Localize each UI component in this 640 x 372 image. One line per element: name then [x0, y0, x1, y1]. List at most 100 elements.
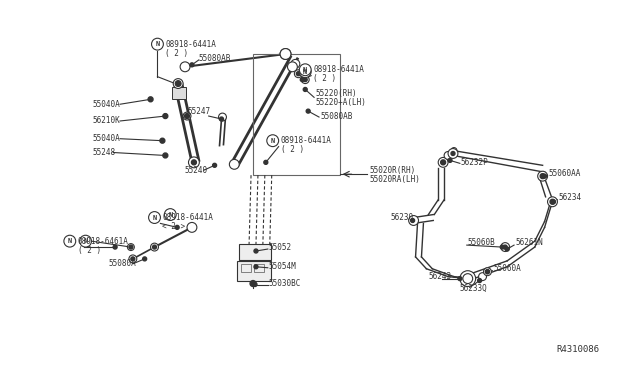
- Circle shape: [131, 257, 135, 261]
- Text: N: N: [168, 212, 172, 218]
- Circle shape: [280, 49, 291, 60]
- Text: 56243: 56243: [428, 272, 451, 281]
- Circle shape: [463, 274, 473, 283]
- Circle shape: [300, 78, 304, 81]
- Circle shape: [411, 218, 415, 222]
- Text: 55247: 55247: [187, 107, 210, 116]
- Text: N: N: [83, 238, 88, 244]
- Bar: [253, 54, 340, 175]
- Text: 55052: 55052: [269, 243, 292, 251]
- Circle shape: [183, 112, 191, 120]
- Circle shape: [451, 151, 455, 155]
- Text: 55030BC: 55030BC: [269, 279, 301, 288]
- Circle shape: [550, 199, 555, 204]
- Circle shape: [189, 157, 199, 168]
- Circle shape: [143, 257, 147, 261]
- Bar: [239, 244, 271, 260]
- Circle shape: [444, 151, 452, 160]
- Circle shape: [451, 148, 457, 154]
- Circle shape: [163, 153, 168, 158]
- Circle shape: [190, 63, 194, 67]
- Circle shape: [152, 38, 163, 50]
- Text: 56210K: 56210K: [92, 116, 120, 125]
- Text: ( 2 ): ( 2 ): [165, 48, 188, 58]
- Text: 08918-6441A: 08918-6441A: [163, 213, 213, 222]
- Circle shape: [280, 49, 291, 60]
- Circle shape: [148, 212, 161, 224]
- Circle shape: [220, 117, 223, 121]
- Circle shape: [148, 97, 153, 102]
- Circle shape: [64, 235, 76, 247]
- Circle shape: [448, 158, 452, 162]
- Text: N: N: [152, 215, 157, 221]
- Circle shape: [505, 247, 509, 251]
- Bar: [241, 264, 251, 272]
- Circle shape: [250, 280, 256, 286]
- Circle shape: [264, 160, 268, 164]
- Circle shape: [441, 160, 445, 165]
- Circle shape: [173, 78, 183, 89]
- Circle shape: [460, 271, 476, 286]
- Circle shape: [503, 245, 507, 249]
- Circle shape: [218, 113, 227, 121]
- Text: 55248: 55248: [92, 148, 116, 157]
- Text: 08918-6461A: 08918-6461A: [77, 237, 129, 246]
- Text: 55040A: 55040A: [92, 100, 120, 109]
- Text: N: N: [156, 41, 159, 47]
- Circle shape: [253, 283, 257, 286]
- Circle shape: [175, 225, 179, 230]
- Text: 55040A: 55040A: [92, 134, 120, 143]
- Bar: [254, 264, 264, 272]
- Text: 55060B: 55060B: [468, 238, 495, 247]
- Circle shape: [164, 209, 176, 221]
- Text: 55080AB: 55080AB: [320, 112, 353, 121]
- Circle shape: [287, 62, 298, 72]
- Text: 55054M: 55054M: [269, 262, 296, 271]
- Circle shape: [303, 78, 307, 81]
- Circle shape: [540, 174, 545, 179]
- Text: N: N: [303, 67, 307, 73]
- Circle shape: [212, 163, 216, 167]
- Text: 56261N: 56261N: [515, 238, 543, 247]
- Text: 56234: 56234: [558, 193, 582, 202]
- Circle shape: [458, 277, 462, 280]
- Circle shape: [150, 243, 159, 251]
- Circle shape: [296, 72, 300, 76]
- Circle shape: [160, 138, 165, 143]
- Circle shape: [79, 235, 92, 247]
- Circle shape: [291, 60, 300, 68]
- Text: 55240: 55240: [184, 166, 207, 175]
- Circle shape: [180, 62, 190, 72]
- Text: 55220(RH): 55220(RH): [315, 89, 356, 98]
- Circle shape: [500, 243, 509, 251]
- Text: N: N: [68, 238, 72, 244]
- Circle shape: [486, 270, 490, 274]
- Text: 55020RA(LH): 55020RA(LH): [369, 174, 420, 184]
- Circle shape: [129, 245, 133, 249]
- Text: 08918-6441A: 08918-6441A: [313, 65, 364, 74]
- Circle shape: [294, 70, 302, 78]
- Circle shape: [129, 255, 137, 263]
- Circle shape: [477, 279, 481, 283]
- Bar: [237, 261, 271, 280]
- Circle shape: [152, 245, 156, 249]
- Text: ( 2 ): ( 2 ): [77, 246, 100, 254]
- Text: ( 2 ): ( 2 ): [280, 145, 304, 154]
- Text: ( 2 ): ( 2 ): [313, 74, 336, 83]
- Circle shape: [448, 148, 458, 158]
- Circle shape: [543, 174, 547, 178]
- Text: R4310086: R4310086: [556, 345, 600, 354]
- Text: 55080A: 55080A: [108, 259, 136, 268]
- Text: 55220+A(LH): 55220+A(LH): [315, 98, 366, 107]
- Text: 55060AA: 55060AA: [548, 169, 581, 178]
- Text: 55020R(RH): 55020R(RH): [369, 166, 415, 175]
- Text: N: N: [303, 69, 307, 75]
- Circle shape: [254, 265, 258, 269]
- Circle shape: [548, 197, 557, 207]
- Circle shape: [187, 222, 197, 232]
- Text: 55060A: 55060A: [493, 264, 521, 273]
- Circle shape: [301, 76, 309, 84]
- Circle shape: [229, 160, 239, 169]
- Circle shape: [486, 270, 490, 274]
- Circle shape: [113, 245, 117, 249]
